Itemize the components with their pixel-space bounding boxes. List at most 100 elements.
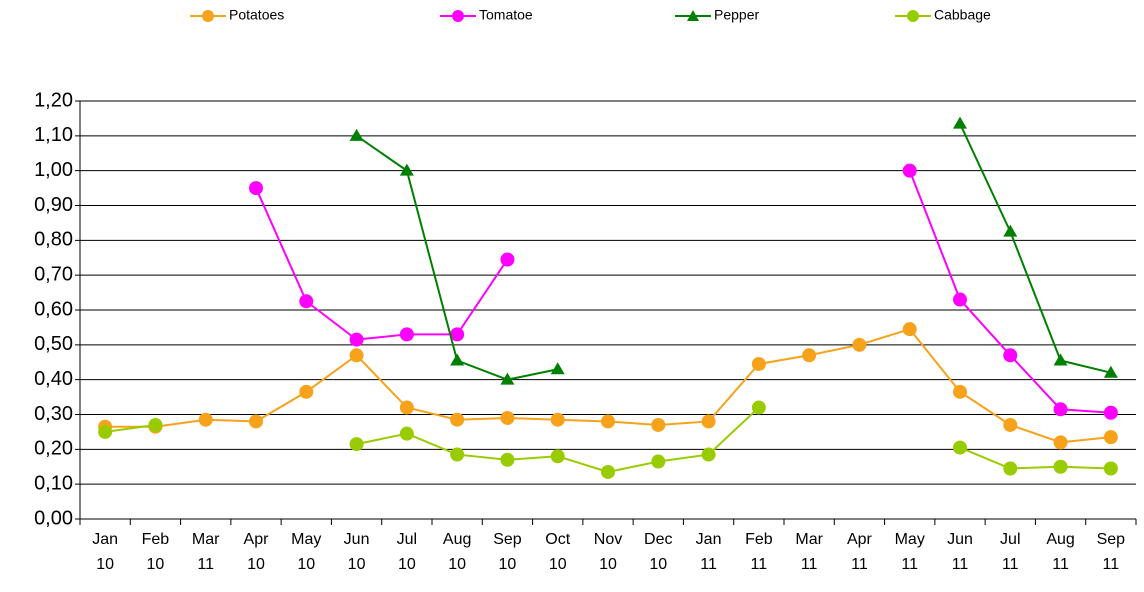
point: [399, 327, 414, 342]
legend-label: Pepper: [714, 7, 759, 23]
point: [1053, 435, 1068, 450]
x-tick-label: Jan: [92, 531, 118, 548]
point: [450, 447, 465, 462]
x-tick-label: 11: [801, 556, 818, 573]
point: [1003, 417, 1018, 432]
point: [1103, 461, 1118, 476]
x-tick-label: Dec: [644, 531, 672, 548]
x-tick-label: Oct: [545, 531, 570, 548]
point: [953, 116, 967, 129]
point: [500, 372, 515, 385]
point: [1103, 365, 1118, 378]
y-tick-label: 0,70: [34, 263, 73, 285]
y-tick-label: 0,10: [34, 472, 73, 494]
legend-label: Cabbage: [934, 7, 991, 23]
x-tick-label: 10: [147, 556, 165, 573]
x-tick-label: Nov: [594, 531, 622, 548]
y-tick-label: 1,10: [34, 124, 73, 146]
point: [249, 181, 263, 196]
point: [953, 384, 967, 399]
y-tick-label: 0,40: [34, 368, 73, 390]
x-tick-label: Jun: [947, 531, 973, 548]
y-tick-label: 0,30: [34, 403, 73, 425]
point: [1103, 405, 1118, 420]
x-tick-label: Feb: [745, 531, 773, 548]
y-tick-label: 0,90: [34, 194, 73, 216]
point: [349, 332, 364, 347]
point: [1053, 459, 1068, 474]
x-tick-label: 11: [1002, 556, 1019, 573]
x-tick-label: Apr: [847, 531, 873, 548]
point: [1003, 224, 1018, 237]
point: [852, 337, 867, 352]
point: [902, 322, 917, 337]
legend-marker: [452, 10, 464, 22]
x-tick-label: 10: [499, 556, 517, 573]
point: [450, 353, 465, 366]
y-tick-label: 0,60: [34, 298, 73, 320]
point: [299, 294, 314, 309]
y-tick-label: 0,80: [34, 229, 73, 251]
point: [399, 426, 414, 441]
x-tick-label: 10: [348, 556, 366, 573]
y-tick-label: 0,20: [34, 438, 73, 460]
point: [148, 417, 163, 432]
point: [500, 410, 515, 425]
x-tick-label: Jun: [344, 531, 370, 548]
x-tick-label: 10: [247, 556, 265, 573]
x-tick-label: 10: [398, 556, 416, 573]
x-tick-label: Apr: [244, 531, 270, 548]
legend-marker: [907, 10, 919, 22]
x-tick-label: 10: [649, 556, 667, 573]
y-tick-label: 1,00: [34, 159, 73, 181]
point: [651, 417, 666, 432]
point: [500, 252, 515, 267]
legend-label: Potatoes: [229, 7, 284, 23]
x-tick-label: 11: [751, 556, 768, 573]
point: [1003, 461, 1018, 476]
point: [299, 384, 314, 399]
x-tick-label: 11: [901, 556, 918, 573]
point: [601, 464, 615, 479]
point: [651, 454, 666, 469]
x-tick-label: Jul: [1000, 531, 1020, 548]
point: [1053, 402, 1068, 417]
point: [550, 362, 565, 375]
point: [1053, 353, 1068, 366]
x-tick-label: May: [895, 531, 925, 548]
point: [953, 440, 967, 455]
point: [701, 414, 716, 429]
point: [198, 412, 213, 427]
x-tick-label: Mar: [192, 531, 220, 548]
point: [751, 356, 766, 371]
point: [902, 163, 917, 178]
point: [98, 424, 113, 439]
x-tick-label: Sep: [1097, 531, 1126, 548]
point: [500, 452, 515, 467]
x-tick-label: 11: [851, 556, 868, 573]
x-tick-label: 10: [96, 556, 114, 573]
legend-label: Tomatoe: [479, 7, 533, 23]
y-tick-label: 1,20: [34, 89, 73, 111]
point: [751, 400, 766, 415]
x-tick-label: 10: [448, 556, 466, 573]
point: [1103, 430, 1118, 445]
point: [701, 447, 716, 462]
point: [601, 414, 615, 429]
x-tick-label: Sep: [493, 531, 522, 548]
point: [450, 412, 465, 427]
point: [1003, 348, 1018, 363]
y-tick-label: 0,00: [34, 507, 73, 529]
point: [349, 348, 364, 363]
x-tick-label: 11: [197, 556, 214, 573]
series-line: [255, 170, 1111, 414]
point: [349, 128, 364, 141]
point: [399, 163, 414, 176]
x-tick-label: 10: [297, 556, 315, 573]
x-tick-label: May: [291, 531, 321, 548]
x-tick-label: Aug: [443, 531, 471, 548]
y-tick-label: 0,50: [34, 333, 73, 355]
point: [450, 327, 465, 342]
x-tick-label: Jul: [397, 531, 417, 548]
x-tick-label: Jan: [696, 531, 722, 548]
